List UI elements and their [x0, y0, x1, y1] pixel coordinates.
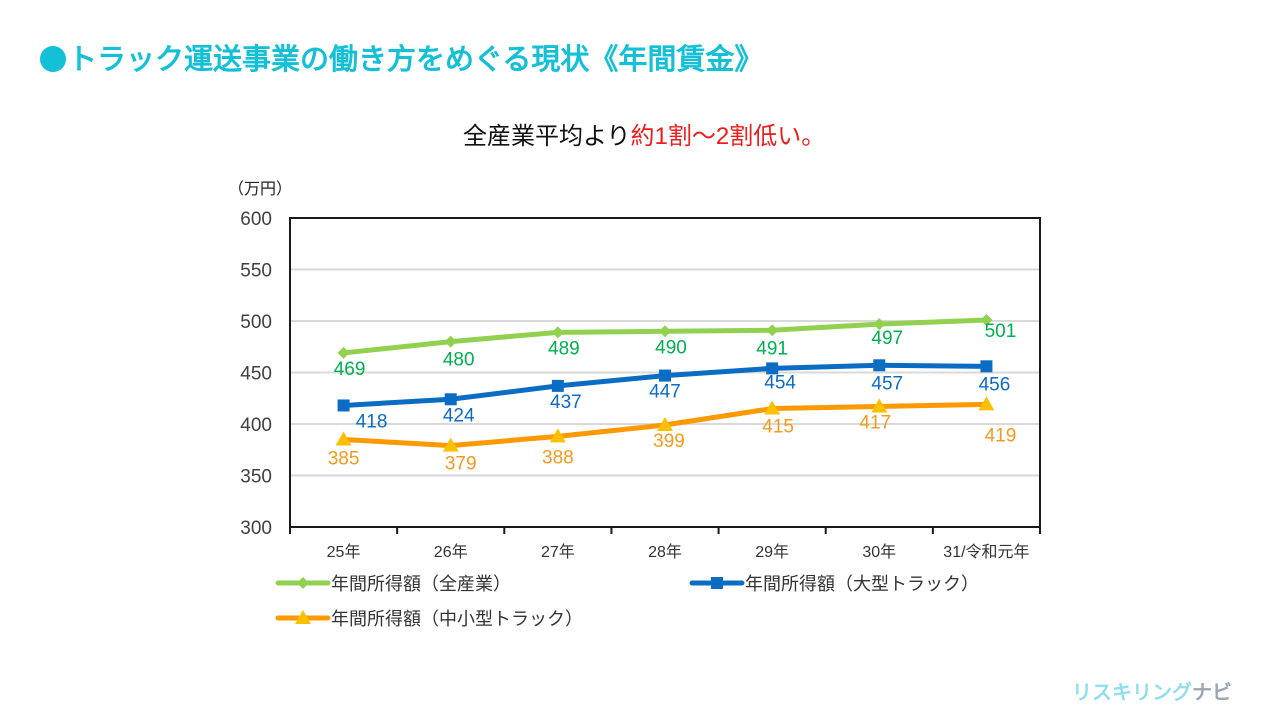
data-label: 480 [443, 350, 475, 371]
data-label: 418 [356, 411, 388, 432]
data-label: 399 [653, 431, 685, 452]
subtitle-highlight: 約1割～2割低い。 [630, 123, 826, 150]
y-tick-label: 300 [240, 518, 272, 539]
y-axis: 300 350 400 450 500 550 600 [240, 209, 272, 539]
data-point-marker [551, 379, 564, 392]
y-tick-label: 500 [240, 312, 272, 333]
legend-item: 年間所得額（中小型トラック） [275, 609, 583, 629]
page-title-text: トラック運送事業の働き方をめぐる現状《年間賃金》 [68, 42, 764, 76]
subtitle-plain: 全産業平均より [463, 123, 631, 150]
data-point-marker [657, 417, 673, 432]
data-label: 379 [445, 454, 477, 475]
series-group [335, 313, 995, 452]
brand-logo-part2: ナビ [1192, 682, 1232, 704]
legend-label: 年間所得額（全産業） [331, 574, 511, 594]
data-label: 489 [548, 338, 580, 359]
data-point-marker [444, 335, 457, 348]
legend-marker-icon [295, 610, 311, 624]
data-labels: 469 480 489 490 491 497 501 418 424 437 447 454 457 4… [328, 321, 1017, 475]
plot-frame [289, 217, 1041, 528]
data-point-marker [980, 360, 993, 373]
legend: 年間所得額（全産業） 年間所得額（大型トラック） 年間所得額（中小型トラック） [275, 574, 979, 629]
data-point-marker [551, 326, 564, 339]
data-point-marker [659, 325, 671, 338]
x-tick-label: 31/令和元年 [943, 543, 1029, 561]
data-point-marker [766, 362, 779, 375]
x-axis: 25年 26年 27年 28年 29年 30年 31/令和元年 [289, 527, 1041, 561]
y-tick-label: 550 [240, 261, 272, 282]
x-tick-label: 25年 [327, 543, 361, 561]
legend-label: 年間所得額（大型トラック） [745, 574, 979, 594]
data-label: 501 [985, 321, 1017, 342]
data-point-marker [873, 318, 886, 331]
bullet-dot-icon [40, 46, 66, 72]
data-point-marker [871, 398, 888, 413]
data-point-marker [978, 396, 995, 411]
data-point-marker [335, 431, 352, 446]
data-point-marker [337, 346, 350, 359]
y-axis-unit-label: （万円） [228, 180, 292, 198]
data-point-marker [764, 400, 781, 415]
legend-marker-icon [297, 577, 309, 589]
data-point-marker [873, 359, 886, 372]
data-label: 454 [764, 372, 796, 393]
brand-logo-part1: リスキリング [1072, 682, 1192, 704]
data-label: 490 [655, 337, 687, 358]
y-tick-label: 600 [240, 209, 272, 230]
data-point-marker [980, 313, 993, 326]
legend-item: 年間所得額（大型トラック） [689, 574, 979, 594]
data-point-marker [659, 369, 671, 382]
data-label: 497 [871, 328, 903, 349]
x-tick-label: 26年 [434, 543, 468, 561]
y-tick-label: 450 [240, 364, 272, 385]
data-point-marker [766, 324, 779, 337]
data-label: 437 [550, 392, 582, 413]
brand-logo: リスキリングナビ [1072, 676, 1232, 705]
chart-subtitle: 全産業平均より約1割～2割低い。 [463, 116, 825, 151]
legend-marker-icon [711, 577, 723, 589]
data-point-marker [549, 428, 566, 443]
legend-item: 年間所得額（全産業） [275, 574, 511, 594]
page-title: トラック運送事業の働き方をめぐる現状《年間賃金》 [40, 36, 763, 78]
y-tick-label: 350 [240, 467, 272, 488]
data-label: 415 [762, 417, 794, 438]
data-label: 419 [985, 425, 1017, 446]
x-tick-label: 28年 [648, 543, 682, 561]
data-label: 469 [334, 359, 366, 380]
data-label: 456 [979, 374, 1011, 395]
data-point-marker [337, 399, 350, 412]
data-point-marker [442, 437, 459, 452]
data-point-marker [444, 393, 457, 406]
data-label: 447 [649, 382, 681, 403]
data-label: 388 [542, 447, 574, 468]
x-tick-label: 27年 [541, 543, 575, 561]
data-label: 424 [443, 405, 475, 426]
data-label: 417 [859, 412, 891, 433]
legend-label: 年間所得額（中小型トラック） [331, 609, 583, 629]
x-tick-label: 29年 [755, 543, 789, 561]
data-label: 385 [328, 448, 360, 469]
y-tick-label: 400 [240, 415, 272, 436]
data-label: 457 [871, 373, 903, 394]
data-label: 491 [756, 338, 788, 359]
x-tick-label: 30年 [862, 543, 896, 561]
